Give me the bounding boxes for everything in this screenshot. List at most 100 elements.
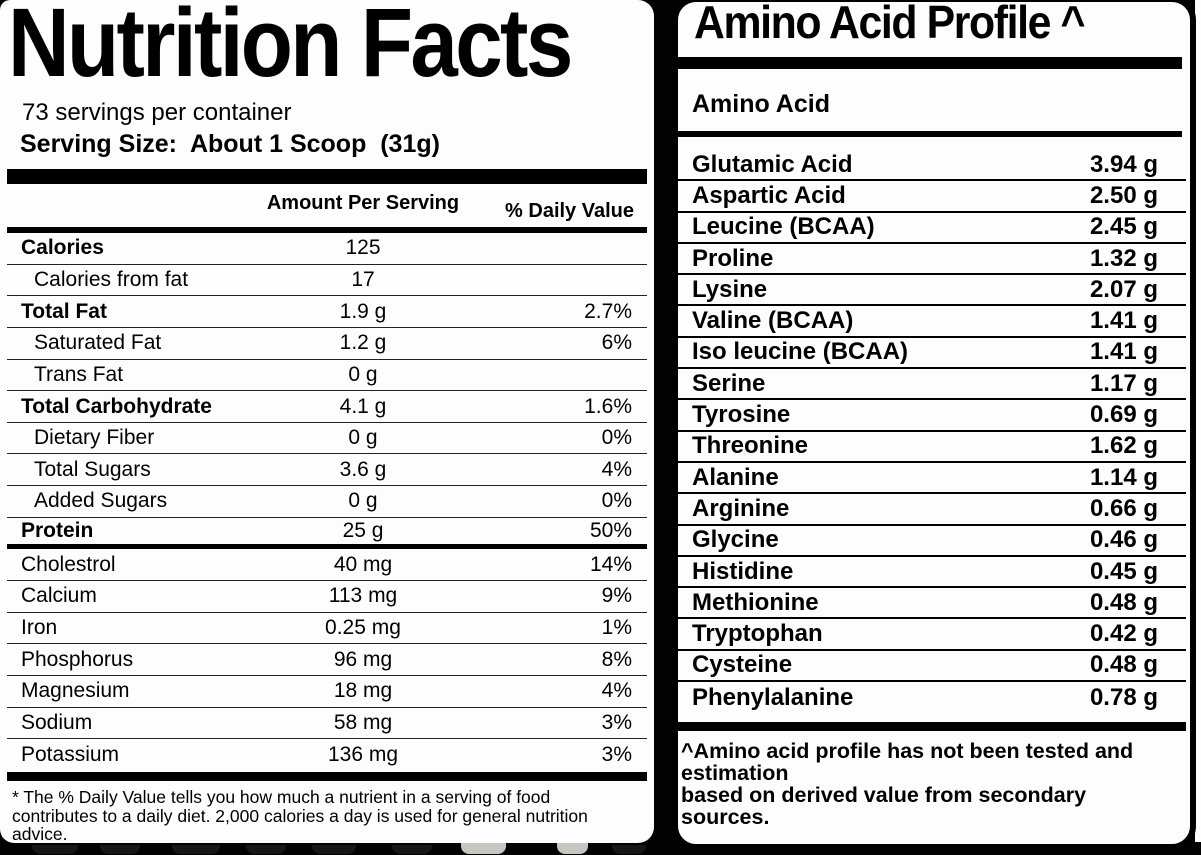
amino-acid-amount: 0.46 g [1089, 526, 1158, 554]
amino-acid-name: Proline [692, 244, 774, 272]
amino-acid-name: Leucine (BCAA) [692, 213, 875, 241]
decorative-tab [312, 845, 356, 854]
amino-acid-name: Tryptophan [692, 620, 823, 648]
nutrient-label: Total Carbohydrate [21, 394, 212, 418]
amino-acid-amount: 0.66 g [1089, 494, 1158, 522]
nutrient-label: Sodium [21, 710, 93, 734]
nutrition-table-row: Potassium 136 mg 3% [7, 739, 647, 771]
nutrient-label: Protein [21, 519, 94, 543]
nutrient-amount: 1.2 g [339, 331, 387, 355]
nutrient-label: Trans Fat [34, 362, 124, 386]
nutrient-amount: 25 g [342, 519, 384, 543]
nutrition-table-row: Calcium 113 mg 9% [7, 581, 647, 613]
amino-acid-name: Threonine [692, 432, 809, 460]
amino-acid-amount: 1.41 g [1089, 307, 1158, 335]
nutrient-amount: 136 mg [327, 743, 399, 767]
nutrient-amount: 1.9 g [339, 299, 387, 323]
nutrient-daily-value: 3% [601, 743, 632, 767]
nutrition-table-row: Dietary Fiber 0 g 0% [7, 423, 647, 455]
nutrient-amount: 58 mg [333, 710, 393, 734]
thick-rule [7, 772, 647, 781]
nutrition-table-row: Iron 0.25 mg 1% [7, 613, 647, 645]
medium-rule [678, 131, 1182, 137]
nutrition-table-row: Protein 25 g 50% [7, 518, 647, 550]
amount-per-serving-header: Amount Per Serving [266, 192, 460, 214]
decorative-tab [557, 843, 588, 854]
nutrient-label: Calories from fat [34, 267, 189, 291]
amino-acid-name: Arginine [692, 494, 790, 522]
nutrient-label: Saturated Fat [34, 331, 162, 355]
nutrient-label: Potassium [21, 743, 120, 767]
amino-acid-table-row: Histidine 0.45 g [678, 557, 1186, 589]
amino-acid-name: Aspartic Acid [692, 181, 846, 209]
amino-acid-amount: 1.62 g [1089, 432, 1158, 460]
amino-acid-amount: 1.14 g [1089, 463, 1158, 491]
nutrition-table-row: Trans Fat 0 g [7, 360, 647, 392]
nutrition-facts-title: Nutrition Facts [8, 0, 573, 97]
nutrient-daily-value: 0% [601, 489, 632, 513]
nutrition-table-row: Calories from fat 17 [7, 265, 647, 297]
amino-acid-table-row: Alanine 1.14 g [678, 463, 1186, 495]
amino-acid-table-row: Tryptophan 0.42 g [678, 619, 1186, 651]
nutrient-label: Calcium [21, 584, 97, 608]
nutrient-label: Dietary Fiber [34, 426, 155, 450]
amino-acid-amount: 3.94 g [1089, 150, 1158, 178]
panel-edge-sliver [1195, 0, 1201, 842]
nutrient-daily-value: 0% [601, 426, 632, 450]
decorative-tab [392, 845, 432, 854]
amino-acid-table-row: Arginine 0.66 g [678, 494, 1186, 526]
nutrition-table-row: Total Fat 1.9 g 2.7% [7, 296, 647, 328]
nutrition-table-row: Total Carbohydrate 4.1 g 1.6% [7, 391, 647, 423]
amino-acid-table-row: Lysine 2.07 g [678, 275, 1186, 307]
nutrient-amount: 113 mg [328, 584, 398, 608]
daily-value-footnote: * The % Daily Value tells you how much a… [12, 787, 588, 844]
amino-acid-name: Alanine [692, 463, 779, 491]
decorative-tab [32, 845, 78, 854]
amino-acid-name: Glutamic Acid [692, 150, 853, 178]
nutrient-daily-value: 4% [601, 679, 632, 703]
decorative-tab [461, 843, 506, 854]
amino-acid-amount: 0.78 g [1089, 683, 1158, 711]
thick-rule [678, 722, 1186, 731]
amino-acid-amount: 0.48 g [1089, 588, 1158, 616]
nutrient-amount: 3.6 g [339, 457, 387, 481]
nutrition-facts-panel: Nutrition Facts 73 servings per containe… [0, 0, 654, 843]
serving-size: Serving Size: About 1 Scoop (31g) [20, 130, 440, 158]
amino-acid-table-row: Glycine 0.46 g [678, 526, 1186, 557]
nutrition-table-row: Saturated Fat 1.2 g 6% [7, 328, 647, 360]
nutrient-label: Calories [21, 236, 104, 260]
nutrient-label: Iron [21, 616, 58, 639]
amino-acid-footnote: ^Amino acid profile has not been tested … [681, 739, 1134, 829]
nutrition-table-row: Phosphorus 96 mg 8% [7, 644, 647, 676]
nutrition-table-row: Calories 125 [7, 233, 647, 265]
amino-acid-amount: 2.07 g [1089, 275, 1158, 303]
amino-acid-profile-panel: Amino Acid Profile ^ Amino Acid Glutamic… [672, 0, 1196, 850]
medium-rule [7, 227, 647, 233]
amino-acid-table-row: Serine 1.17 g [678, 369, 1186, 401]
amino-acid-table: Glutamic Acid 3.94 g Aspartic Acid 2.50 g Le… [678, 150, 1186, 713]
nutrient-daily-value: 14% [589, 552, 632, 576]
nutrient-daily-value: 2.7% [584, 299, 632, 323]
nutrient-daily-value: 1.6% [584, 394, 632, 418]
nutrition-table-row: Total Sugars 3.6 g 4% [7, 454, 647, 487]
decorative-tab [246, 845, 286, 854]
decorative-tab [172, 845, 220, 854]
amino-acid-table-row: Leucine (BCAA) 2.45 g [678, 213, 1186, 244]
nutrient-label: Total Fat [21, 299, 107, 323]
nutrient-label: Cholestrol [21, 552, 116, 576]
amino-acid-name: Methionine [692, 588, 819, 616]
amino-acid-amount: 0.48 g [1089, 651, 1158, 679]
amino-acid-amount: 1.32 g [1089, 244, 1158, 272]
amino-acid-table-row: Aspartic Acid 2.50 g [678, 181, 1186, 213]
nutrient-amount: 0 g [348, 426, 378, 450]
amino-acid-name: Serine [692, 369, 766, 397]
nutrient-amount: 17 [351, 267, 375, 291]
amino-acid-name: Tyrosine [692, 401, 791, 429]
nutrient-amount: 4.1 g [339, 394, 387, 418]
amino-acid-amount: 0.69 g [1089, 401, 1158, 429]
nutrition-table-row: Added Sugars 0 g 0% [7, 486, 647, 518]
amino-acid-name: Valine (BCAA) [692, 307, 854, 335]
nutrient-daily-value: 3% [601, 710, 632, 734]
nutrition-table-row: Sodium 58 mg 3% [7, 708, 647, 740]
decorative-tab [100, 845, 140, 854]
